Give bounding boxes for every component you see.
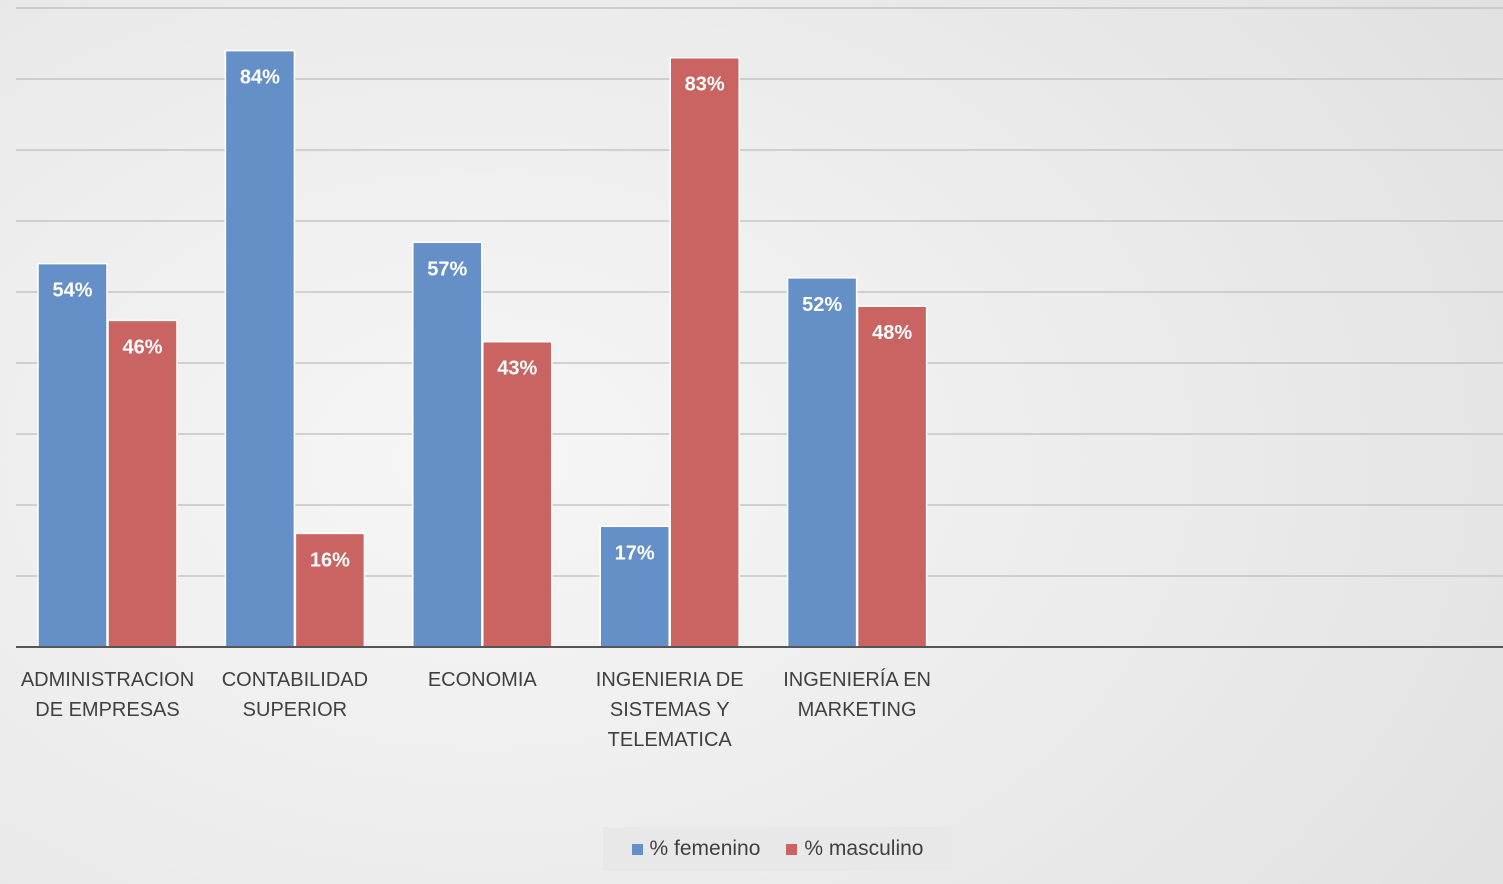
data-label: 52%	[802, 294, 842, 316]
bar-femenino	[412, 241, 483, 648]
bar-femenino	[37, 262, 108, 648]
category-label-line: ADMINISTRACION	[21, 669, 194, 691]
legend-item-masculino: % masculino	[786, 837, 923, 861]
data-label: 48%	[872, 322, 912, 344]
category-label: ADMINISTRACION DE EMPRESAS	[21, 669, 194, 721]
data-label: 83%	[685, 74, 725, 96]
bar-masculino	[856, 305, 928, 648]
category-label-line: DE EMPRESAS	[35, 699, 179, 721]
category-label-line: SISTEMAS Y	[610, 699, 730, 721]
data-label: 17%	[615, 542, 655, 564]
category-label-line: MARKETING	[798, 699, 917, 721]
bars	[37, 49, 928, 648]
category-label-line: TELEMATICA	[608, 729, 733, 751]
data-label: 46%	[122, 336, 162, 358]
data-label: 57%	[427, 258, 467, 280]
category-label-line: CONTABILIDAD	[222, 669, 368, 691]
data-labels: 54% 46% 84% 16% 57% 43% 17% 83% 52% 48%	[52, 67, 912, 572]
bar-masculino	[669, 56, 740, 648]
legend-item-femenino: % femenino	[631, 837, 761, 861]
data-label: 16%	[310, 549, 350, 571]
bar-masculino	[482, 340, 553, 648]
bar-masculino	[107, 319, 178, 648]
category-label: ECONOMIA	[428, 669, 538, 691]
category-label-line: ECONOMIA	[428, 669, 538, 691]
legend-label-femenino: % femenino	[649, 837, 761, 860]
category-label: CONTABILIDAD SUPERIOR	[222, 669, 368, 721]
category-label-line: SUPERIOR	[243, 699, 347, 721]
legend-label-masculino: % masculino	[804, 837, 924, 860]
legend-swatch-masculino	[786, 843, 798, 855]
legend: % femenino % masculino	[603, 827, 952, 871]
category-label: INGENIERIA DE SISTEMAS Y TELEMATICA	[596, 669, 744, 751]
category-label: INGENIERÍA EN MARKETING	[783, 668, 931, 721]
bar-femenino	[224, 49, 296, 648]
category-label-line: INGENIERÍA EN	[783, 668, 931, 691]
bar-femenino	[786, 277, 858, 648]
bar-masculino	[294, 532, 366, 648]
legend-swatch-femenino	[631, 843, 643, 855]
data-label: 43%	[497, 358, 537, 380]
category-label-line: INGENIERIA DE	[596, 669, 744, 691]
data-label: 84%	[240, 67, 280, 89]
data-label: 54%	[52, 280, 92, 302]
category-labels: ADMINISTRACION DE EMPRESAS CONTABILIDAD SUP…	[21, 668, 931, 751]
